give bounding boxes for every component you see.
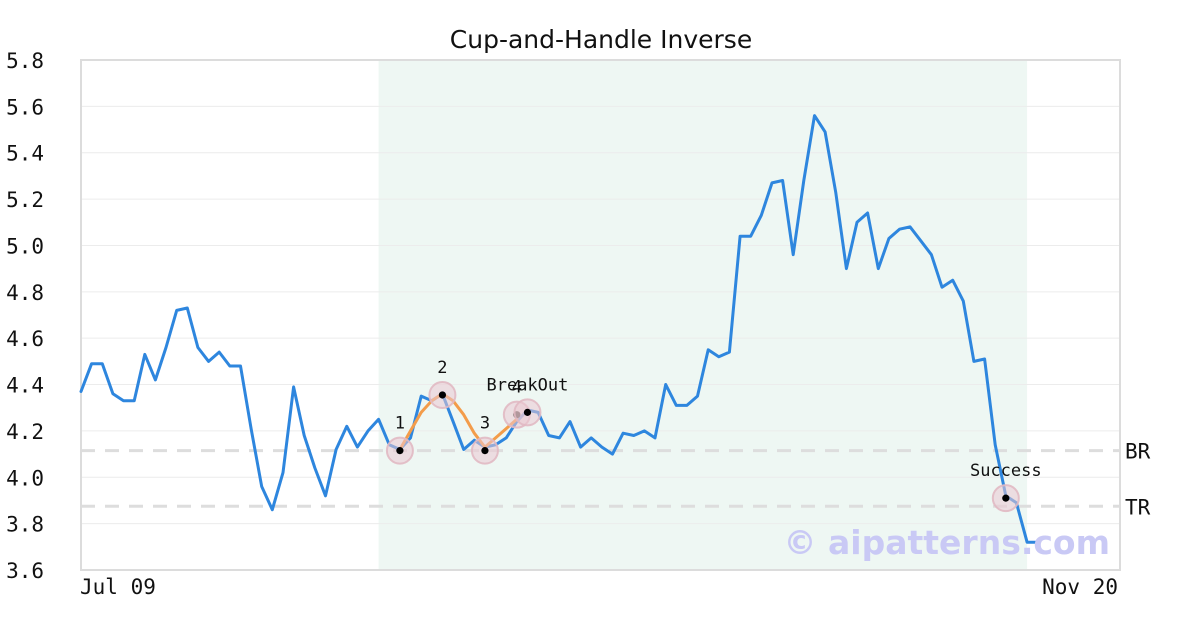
price-line	[79, 114, 1040, 544]
point-marker	[523, 408, 532, 416]
y-axis-ticks: 3.6 3.8 4.0 4.2 4.4 4.6 4.8 5.0 5.2 5.4 5.6 5.8	[6, 49, 44, 583]
series	[79, 114, 1040, 544]
y-tick-label: 5.8	[6, 49, 44, 73]
point-marker	[396, 447, 404, 455]
level-label: BR	[1125, 440, 1151, 464]
point-label: 3	[480, 414, 490, 434]
x-tick-label: Jul 09	[80, 575, 156, 599]
point-label: 4	[512, 378, 522, 398]
y-tick-label: 4.8	[6, 281, 44, 305]
chart-title: Cup-and-Handle Inverse	[450, 25, 752, 54]
y-tick-label: 5.6	[6, 95, 44, 119]
y-tick-label: 4.2	[6, 420, 44, 444]
y-tick-label: 4.4	[6, 374, 44, 398]
point-label: BreakOut	[487, 375, 569, 395]
x-axis-ticks: Jul 09 Nov 20	[80, 575, 1118, 599]
plot-frame	[80, 59, 1121, 571]
y-tick-label: 3.6	[6, 559, 44, 583]
y-tick-label: 5.2	[6, 188, 44, 212]
x-tick-label: Nov 20	[1042, 575, 1118, 599]
point-marker	[1002, 494, 1010, 502]
level-label: TR	[1125, 495, 1151, 519]
point-marker	[438, 391, 447, 399]
point-label: 2	[437, 358, 447, 378]
point-label: 1	[395, 414, 405, 434]
point-label: Success	[970, 461, 1042, 481]
y-tick-label: 3.8	[6, 513, 44, 537]
y-tick-label: 4.6	[6, 327, 44, 351]
pattern-line	[398, 392, 519, 451]
y-tick-label: 5.4	[6, 142, 44, 166]
watermark: © aipatterns.com	[784, 523, 1110, 562]
highlight-region	[378, 60, 1028, 570]
y-tick-label: 5.0	[6, 234, 44, 258]
point-marker	[481, 447, 489, 455]
y-tick-label: 4.0	[6, 466, 44, 490]
